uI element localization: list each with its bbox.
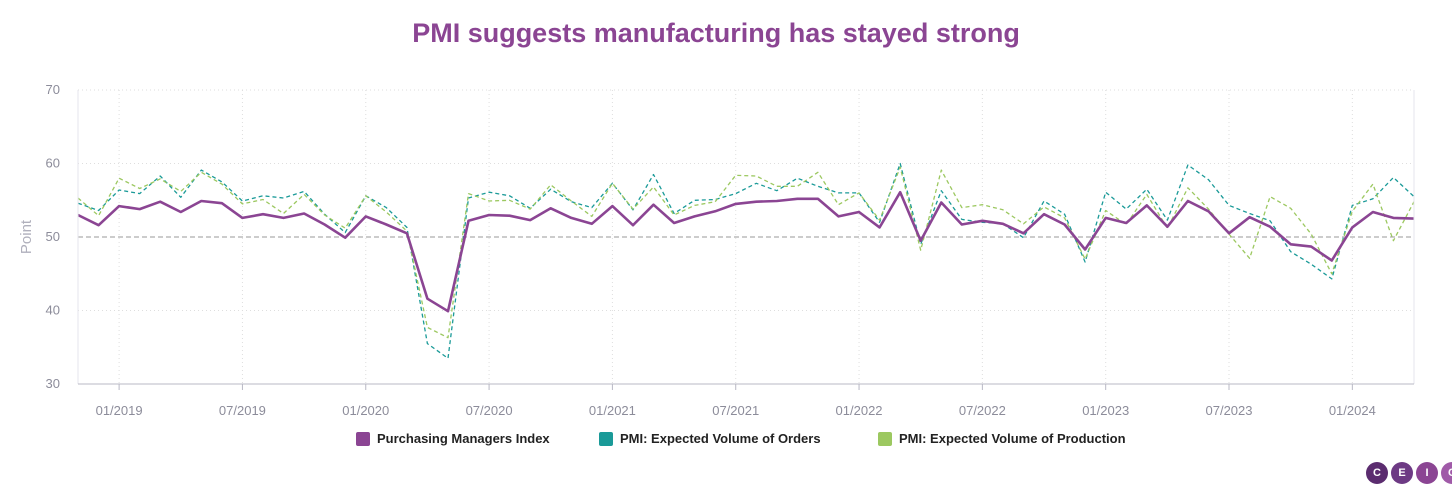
logo-letter: E [1391,462,1413,484]
y-tick-label: 70 [46,82,60,97]
series-line-pmi-expected-volume-of-orders [77,162,1415,359]
logo-letter: C [1441,462,1452,484]
legend-item[interactable]: PMI: Expected Volume of Orders [599,431,821,446]
x-tick-label: 01/2022 [836,403,883,418]
x-tick-label: 07/2022 [959,403,1006,418]
x-tick-label: 07/2023 [1206,403,1253,418]
legend-item[interactable]: Purchasing Managers Index [356,431,550,446]
x-tick-label: 01/2024 [1329,403,1376,418]
x-tick-label: 07/2020 [466,403,513,418]
y-tick-label: 30 [46,376,60,391]
x-tick-label: 01/2021 [589,403,636,418]
series-line-purchasing-managers-index [77,190,1415,313]
series-line-pmi-expected-volume-of-production [77,166,1415,339]
legend-swatch [356,431,370,446]
x-tick-label: 01/2020 [342,403,389,418]
legend-swatch [599,431,613,446]
x-tick-label: 07/2019 [219,403,266,418]
legend-label: PMI: Expected Volume of Orders [620,431,821,446]
y-tick-label: 60 [46,156,60,171]
legend-label: Purchasing Managers Index [377,431,550,446]
y-tick-label: 40 [46,303,60,318]
logo-letter: I [1416,462,1438,484]
chart-title: PMI suggests manufacturing has stayed st… [412,18,1020,48]
y-axis-title: Point [18,219,35,254]
x-tick-label: 07/2021 [712,403,759,418]
y-tick-label: 50 [46,229,60,244]
x-tick-label: 01/2019 [96,403,143,418]
legend: Purchasing Managers Index PMI: Expected V… [0,431,1452,451]
series-layer [77,162,1415,359]
legend-swatch [878,431,892,446]
axis-layer: 30 40 50 60 70 01/2019 07/2019 01/2020 07/2020 01… [46,82,1415,418]
legend-item[interactable]: PMI: Expected Volume of Production [878,431,1126,446]
legend-label: PMI: Expected Volume of Production [899,431,1126,446]
x-tick-label: 01/2023 [1082,403,1129,418]
logo-letter: C [1366,462,1388,484]
